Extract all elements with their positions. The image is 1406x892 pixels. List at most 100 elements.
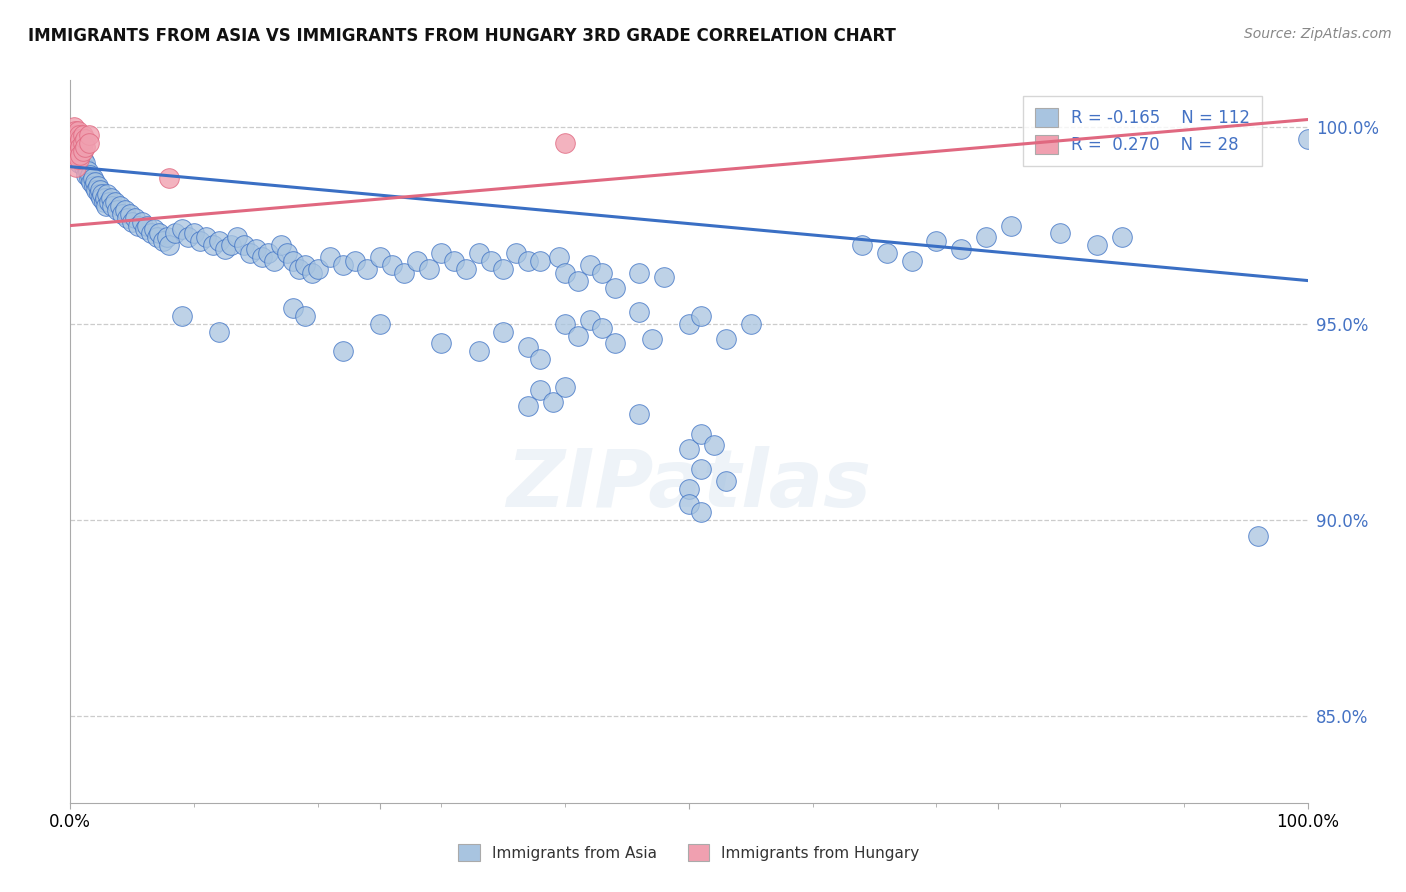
Point (505, 246, 527, 260)
Point (80, 175, 103, 189)
Point (319, 250, 342, 264)
Text: IMMIGRANTS FROM ASIA VS IMMIGRANTS FROM HUNGARY 3RD GRADE CORRELATION CHART: IMMIGRANTS FROM ASIA VS IMMIGRANTS FROM … (28, 27, 896, 45)
Point (65, 160, 87, 174)
Point (127, 219, 149, 233)
Point (76, 163, 98, 178)
Point (131, 214, 153, 228)
Point (974, 230, 997, 244)
Point (492, 261, 515, 276)
Point (591, 266, 613, 280)
Point (1111, 230, 1133, 244)
Point (75, 155, 97, 169)
Point (678, 317, 700, 331)
Point (72, 152, 94, 166)
Point (276, 246, 298, 260)
Point (67, 128, 90, 143)
Point (690, 309, 713, 323)
Point (69, 148, 91, 162)
Point (517, 253, 540, 268)
Point (219, 238, 242, 252)
Point (288, 261, 311, 276)
Point (950, 242, 973, 256)
Point (83, 179, 105, 194)
Point (66, 148, 89, 162)
Point (65, 128, 87, 143)
Point (69, 140, 91, 154)
Point (703, 438, 725, 452)
Point (690, 426, 713, 441)
Point (108, 199, 131, 213)
Point (118, 207, 141, 221)
Point (91, 187, 114, 202)
Point (740, 317, 762, 331)
Point (554, 266, 576, 280)
Point (82, 171, 104, 186)
Point (97, 194, 120, 209)
Point (281, 253, 304, 268)
Point (143, 222, 166, 236)
Point (75, 132, 97, 146)
Point (69, 132, 91, 146)
Point (307, 261, 329, 276)
Point (65, 132, 87, 146)
Point (72, 128, 94, 143)
Point (77, 171, 100, 186)
Point (136, 219, 159, 233)
Point (139, 227, 162, 241)
Point (332, 258, 354, 272)
Text: Source: ZipAtlas.com: Source: ZipAtlas.com (1244, 27, 1392, 41)
Point (183, 227, 205, 241)
Point (263, 253, 285, 268)
Point (65, 152, 87, 166)
Point (925, 234, 948, 248)
Point (529, 384, 551, 398)
Point (529, 352, 551, 367)
Point (65, 136, 87, 150)
Point (67, 155, 90, 169)
Point (548, 250, 571, 264)
Point (418, 261, 440, 276)
Point (239, 246, 262, 260)
Point (115, 211, 138, 225)
Point (146, 230, 169, 244)
Point (678, 497, 700, 511)
Point (94, 191, 117, 205)
Point (72, 144, 94, 158)
Point (226, 230, 249, 244)
Point (121, 214, 143, 228)
Point (294, 258, 316, 272)
Point (628, 305, 651, 319)
Point (69, 148, 91, 162)
Point (368, 250, 391, 264)
Point (456, 261, 478, 276)
Point (67, 136, 90, 150)
Point (208, 325, 231, 339)
Point (301, 266, 323, 280)
Point (157, 171, 180, 186)
Point (111, 207, 134, 221)
Point (101, 199, 124, 213)
Point (603, 281, 626, 295)
Point (208, 234, 231, 248)
Point (77, 128, 100, 143)
Point (100, 191, 122, 205)
Point (104, 194, 127, 209)
Point (381, 258, 404, 272)
Point (529, 253, 551, 268)
Point (89, 183, 111, 197)
Point (134, 222, 156, 236)
Point (851, 238, 873, 252)
Point (77, 136, 100, 150)
Point (114, 202, 136, 217)
Point (479, 253, 502, 268)
Point (148, 227, 170, 241)
Point (257, 246, 280, 260)
Point (641, 333, 664, 347)
Point (96, 187, 118, 202)
Point (332, 344, 354, 359)
Point (177, 230, 200, 244)
Point (430, 246, 453, 260)
Point (84, 175, 107, 189)
Point (195, 230, 218, 244)
Point (65, 124, 87, 138)
